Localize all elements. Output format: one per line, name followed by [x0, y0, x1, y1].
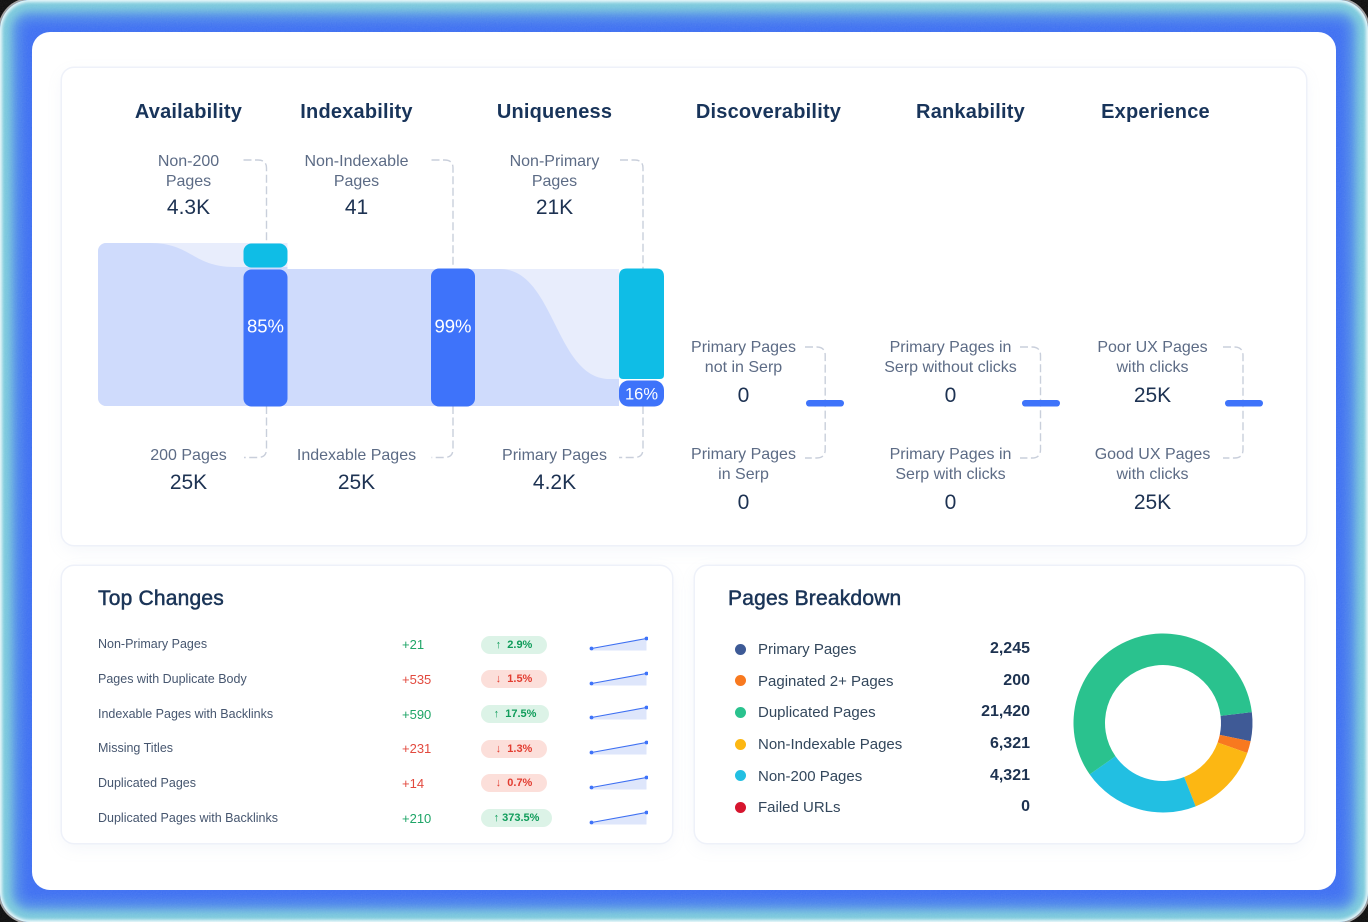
svg-text:85%: 85% [247, 316, 284, 337]
svg-text:99%: 99% [434, 316, 471, 337]
svg-text:16%: 16% [625, 386, 658, 404]
